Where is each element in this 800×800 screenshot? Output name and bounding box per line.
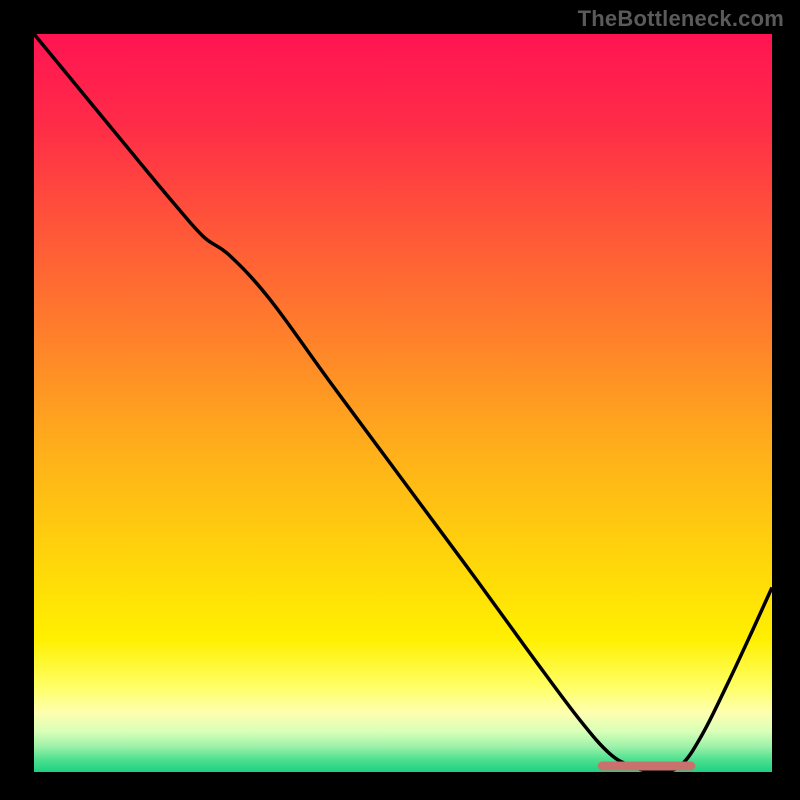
chart-svg (0, 0, 800, 800)
chart-stage: TheBottleneck.com (0, 0, 800, 800)
watermark-label: TheBottleneck.com (578, 6, 784, 32)
plot-background (34, 34, 772, 772)
